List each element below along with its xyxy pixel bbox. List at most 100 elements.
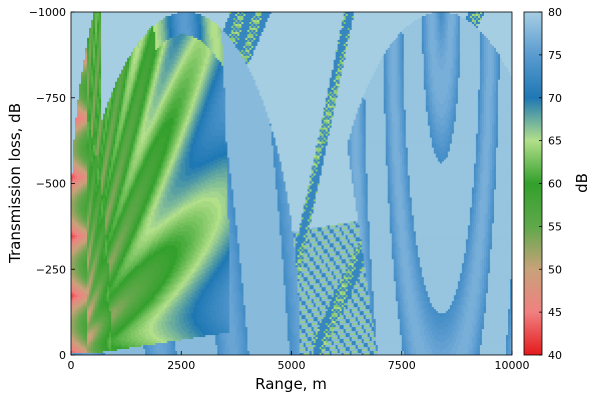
heatmap-cell-run	[97, 43, 100, 47]
heatmap-cell-run	[161, 63, 164, 67]
heatmap-cell-run	[89, 47, 92, 51]
heatmap-cell-run	[455, 51, 459, 55]
heatmap-cell-run	[457, 21, 461, 25]
heatmap-cell-run	[91, 31, 94, 35]
heatmap-cell-run	[185, 45, 188, 49]
heatmap-cell-run	[143, 59, 146, 63]
heatmap-cell-run	[345, 57, 383, 61]
heatmap-cell-run	[197, 73, 200, 77]
heatmap-cell-run	[255, 13, 259, 17]
heatmap-cell-run	[85, 71, 88, 75]
heatmap-cell-run	[423, 45, 427, 49]
heatmap-cell-run	[93, 33, 96, 37]
heatmap-cell-run	[85, 75, 88, 79]
heatmap-cell-run	[343, 63, 379, 67]
heatmap-cell-run	[151, 59, 154, 63]
heatmap-cell-run	[139, 77, 142, 81]
heatmap-cell-run	[455, 29, 459, 33]
heatmap-cell-run	[157, 21, 160, 25]
heatmap-cell-run	[429, 73, 433, 77]
heatmap-cell-run	[181, 12, 188, 15]
heatmap-cell-run	[185, 59, 188, 63]
heatmap-cell-run	[159, 57, 162, 61]
heatmap-cell-run	[385, 65, 389, 69]
heatmap-cell-run	[435, 33, 439, 37]
heatmap-cell-run	[389, 73, 393, 77]
heatmap-cell-run	[165, 37, 168, 41]
heatmap-cell-run	[425, 67, 429, 71]
heatmap-cell-run	[119, 75, 122, 79]
heatmap-cell-run	[165, 17, 168, 21]
heatmap-cell-run	[129, 65, 132, 69]
heatmap-cell-run	[207, 39, 210, 43]
heatmap-cell-run	[221, 29, 224, 33]
heatmap-cell-run	[399, 49, 403, 53]
heatmap-cell-run	[207, 17, 210, 21]
heatmap-cell-run	[495, 57, 499, 61]
heatmap-cell-run	[397, 43, 401, 47]
heatmap-cell-run	[453, 75, 457, 79]
heatmap-cell-run	[95, 15, 98, 19]
heatmap-cell-run	[229, 15, 238, 19]
heatmap-cell-run	[209, 35, 212, 39]
heatmap-cell-run	[335, 55, 341, 59]
heatmap-cell-run	[233, 17, 236, 21]
heatmap-cell-run	[193, 19, 196, 23]
heatmap-cell-run	[423, 75, 427, 79]
heatmap-cell-run	[177, 31, 180, 35]
heatmap-cell-run	[135, 75, 138, 79]
heatmap-cell-run	[221, 53, 224, 57]
heatmap-cell-run	[167, 23, 170, 27]
heatmap-cell-run	[181, 25, 188, 29]
heatmap-cell-run	[71, 27, 90, 31]
heatmap-cell-run	[459, 51, 481, 55]
heatmap-cell-run	[167, 29, 170, 33]
heatmap-cell-run	[183, 53, 186, 57]
heatmap-cell-run	[201, 71, 204, 75]
heatmap-cell-run	[193, 37, 198, 41]
heatmap-cell-run	[203, 21, 206, 25]
heatmap-cell-run	[389, 77, 393, 81]
heatmap-cell-run	[175, 57, 178, 61]
heatmap-cell-run	[345, 41, 349, 45]
heatmap-cell-run	[187, 45, 190, 49]
heatmap-cell-run	[459, 45, 481, 49]
heatmap-cell-run	[425, 17, 429, 21]
heatmap-cell-run	[71, 41, 88, 45]
heatmap-cell-run	[219, 65, 222, 69]
heatmap-cell-run	[485, 53, 489, 57]
heatmap-cell-run	[385, 61, 389, 65]
heatmap-cell-run	[131, 65, 136, 69]
heatmap-cell-run	[71, 65, 84, 69]
heatmap-cell-run	[241, 55, 244, 59]
heatmap-cell-run	[245, 53, 248, 57]
heatmap-cell-run	[255, 19, 259, 23]
heatmap-cell-run	[257, 29, 265, 33]
heatmap-cell-run	[175, 21, 178, 25]
heatmap-cell-run	[423, 39, 427, 43]
heatmap-cell-run	[431, 73, 451, 77]
heatmap-cell-run	[187, 57, 190, 61]
heatmap-cell-run	[459, 69, 481, 73]
heatmap-cell-run	[161, 61, 164, 65]
heatmap-cell-run	[95, 12, 98, 15]
heatmap-cell-run	[165, 41, 168, 45]
heatmap-cell-run	[149, 41, 156, 45]
heatmap-cell-run	[209, 21, 212, 25]
heatmap-cell-run	[207, 41, 210, 45]
heatmap-cell-run	[141, 73, 144, 77]
heatmap-cell-run	[435, 35, 439, 39]
heatmap-cell-run	[339, 75, 343, 79]
heatmap-cell-run	[205, 15, 230, 19]
heatmap-cell-run	[143, 53, 146, 57]
heatmap-cell-run	[225, 25, 232, 29]
heatmap-cell-run	[221, 47, 224, 51]
heatmap-cell-run	[249, 59, 335, 63]
heatmap-cell-run	[155, 39, 160, 43]
heatmap-cell-run	[215, 71, 218, 75]
heatmap-cell-run	[237, 37, 240, 41]
heatmap-cell-run	[205, 73, 208, 77]
heatmap-cell-run	[237, 47, 246, 51]
heatmap-cell-run	[241, 15, 244, 19]
heatmap-cell-run	[181, 55, 184, 59]
